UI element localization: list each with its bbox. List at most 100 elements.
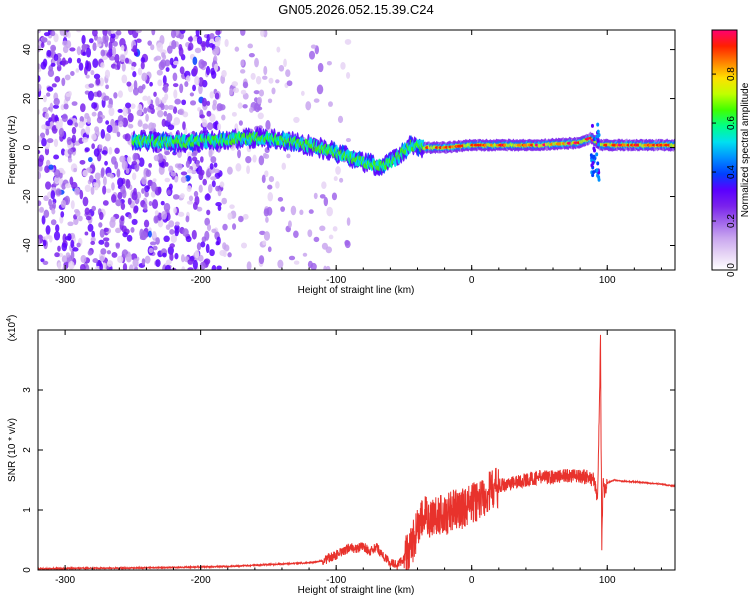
heat-cell [209, 113, 216, 123]
heat-cell [132, 87, 139, 96]
heat-cell [181, 99, 187, 106]
heat-cell [63, 103, 69, 110]
heat-cell [100, 49, 106, 57]
heat-cell [39, 206, 45, 213]
heat-cell [59, 215, 64, 224]
heat-cell [96, 90, 102, 98]
heat-cell [38, 63, 41, 70]
heat-cell [214, 36, 221, 43]
heat-cell [116, 60, 121, 70]
heat-cell [202, 178, 207, 186]
heat-cell [38, 171, 42, 180]
spectrogram-x-tick-label: -300 [55, 275, 75, 286]
heat-cell [59, 118, 63, 128]
colorbar-tick-label: 0.4 [726, 165, 737, 179]
heat-cell [53, 175, 61, 185]
heat-cell [154, 210, 159, 216]
heat-cell [122, 106, 128, 117]
heat-cell [307, 260, 313, 269]
heat-cell [192, 259, 198, 270]
heat-cell [204, 193, 211, 201]
heat-cell [130, 103, 136, 109]
heat-cell [246, 165, 250, 174]
heat-cell [108, 146, 113, 155]
heat-cell [78, 121, 84, 129]
heat-cell [106, 124, 113, 133]
heat-cell [126, 81, 132, 87]
heat-cell [50, 190, 56, 200]
heat-cell [141, 187, 145, 194]
heat-cell [166, 189, 171, 195]
heat-cell [71, 134, 77, 144]
heat-cell [206, 224, 212, 232]
heat-cell [169, 57, 174, 66]
heat-cell [74, 208, 80, 214]
heat-cell [120, 44, 125, 51]
heat-cell [123, 43, 127, 52]
heat-cell [143, 219, 150, 228]
heat-cell [165, 224, 171, 231]
heat-cell [140, 61, 145, 70]
heat-cell [92, 58, 99, 69]
heat-cell [69, 47, 76, 52]
heat-cell [229, 88, 234, 96]
heat-cell [242, 104, 248, 109]
heat-cell [41, 124, 47, 130]
heat-cell [73, 167, 77, 173]
heat-cell [157, 79, 163, 87]
heat-cell [163, 235, 170, 243]
heat-cell [109, 173, 115, 179]
heat-cell [151, 30, 156, 36]
colorbar-tick-label: 0.8 [726, 67, 737, 81]
heat-cell [240, 242, 248, 249]
heat-cell [199, 156, 204, 163]
heat-cell [264, 170, 269, 178]
heat-cell [117, 177, 124, 187]
heat-cell [316, 84, 324, 95]
heat-cell [201, 42, 206, 52]
heat-cell [67, 148, 74, 155]
heat-cell [257, 112, 264, 120]
heat-cell [169, 243, 175, 248]
page-title: GN05.2026.052.15.39.C24 [278, 2, 433, 17]
heat-cell [186, 169, 193, 174]
heat-cell [254, 102, 261, 113]
heat-cell [141, 72, 148, 82]
heat-cell [84, 112, 90, 120]
heat-cell [173, 207, 177, 214]
heat-cell [115, 243, 120, 249]
heat-cell [161, 210, 167, 220]
heat-cell [209, 162, 214, 170]
heat-cell [72, 247, 79, 252]
heat-cell [260, 30, 265, 37]
heat-cell [194, 249, 200, 259]
heat-cell [141, 258, 146, 266]
heat-cell [132, 45, 138, 54]
heat-cell [48, 164, 54, 170]
spectrogram-y-tick-label: 0 [22, 144, 33, 150]
heat-cell [240, 69, 246, 74]
snr-scale-exponent: 4 [6, 318, 13, 322]
colorbar-label: Normalized spectral amplitude [740, 82, 750, 217]
heat-cell [591, 160, 595, 165]
heat-cell [136, 38, 142, 43]
heat-cell [219, 181, 225, 188]
heat-cell [78, 215, 83, 222]
heat-cell [121, 74, 128, 84]
heat-cell [160, 200, 165, 206]
heat-cell [335, 166, 341, 175]
heat-cell [96, 36, 103, 45]
heat-cell [120, 215, 125, 222]
heat-cell [112, 41, 118, 47]
heat-cell [214, 92, 220, 100]
heat-cell [85, 216, 92, 221]
heat-cell [172, 150, 177, 156]
heat-cell [167, 104, 175, 110]
snr-y-ticks: 0 1 2 3 [22, 387, 675, 573]
heat-cell [138, 157, 145, 167]
heat-cell [40, 258, 45, 263]
colorbar-ticks: 0.0 0.2 0.4 0.6 0.8 [712, 67, 737, 277]
heat-cell [67, 119, 73, 126]
heat-cell [84, 207, 90, 216]
heat-cell [263, 231, 271, 241]
